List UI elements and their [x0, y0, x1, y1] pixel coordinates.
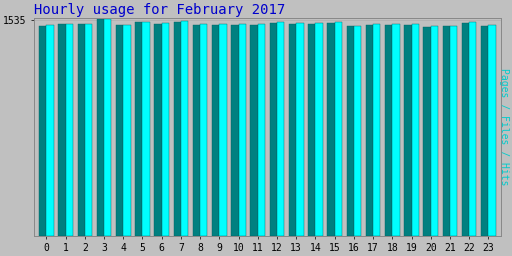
Text: Hourly usage for February 2017: Hourly usage for February 2017 [34, 3, 285, 17]
Bar [443, 26, 450, 236]
Bar [347, 26, 354, 236]
Bar [469, 22, 477, 236]
Bar [47, 25, 54, 236]
Bar [462, 23, 469, 236]
Bar [488, 25, 496, 236]
Bar [58, 24, 66, 236]
Bar [193, 25, 200, 236]
Bar [231, 25, 239, 236]
Bar [142, 22, 150, 236]
Bar [135, 22, 142, 236]
Bar [219, 24, 227, 236]
Bar [174, 22, 181, 236]
Bar [97, 19, 104, 236]
Bar [366, 25, 373, 236]
Bar [327, 23, 335, 236]
Bar [296, 23, 304, 236]
Bar [239, 24, 246, 236]
Bar [277, 22, 284, 236]
Bar [116, 25, 123, 236]
Bar [431, 26, 438, 236]
Bar [412, 24, 419, 236]
Bar [354, 26, 361, 236]
Bar [39, 26, 47, 236]
Bar [123, 25, 131, 236]
Bar [155, 24, 162, 236]
Bar [385, 25, 392, 236]
Bar [181, 21, 188, 236]
Bar [335, 22, 342, 236]
Bar [200, 24, 207, 236]
Y-axis label: Pages / Files / Hits: Pages / Files / Hits [499, 68, 509, 186]
Bar [104, 19, 112, 236]
Bar [77, 24, 85, 236]
Bar [404, 25, 412, 236]
Bar [250, 25, 258, 236]
Bar [212, 25, 219, 236]
Bar [373, 24, 380, 236]
Bar [308, 24, 315, 236]
Bar [450, 26, 457, 236]
Bar [66, 24, 73, 236]
Bar [85, 24, 92, 236]
Bar [270, 23, 277, 236]
Bar [162, 23, 169, 236]
Bar [423, 27, 431, 236]
Bar [481, 26, 488, 236]
Bar [258, 24, 265, 236]
Bar [289, 24, 296, 236]
Bar [315, 23, 323, 236]
Bar [392, 24, 399, 236]
